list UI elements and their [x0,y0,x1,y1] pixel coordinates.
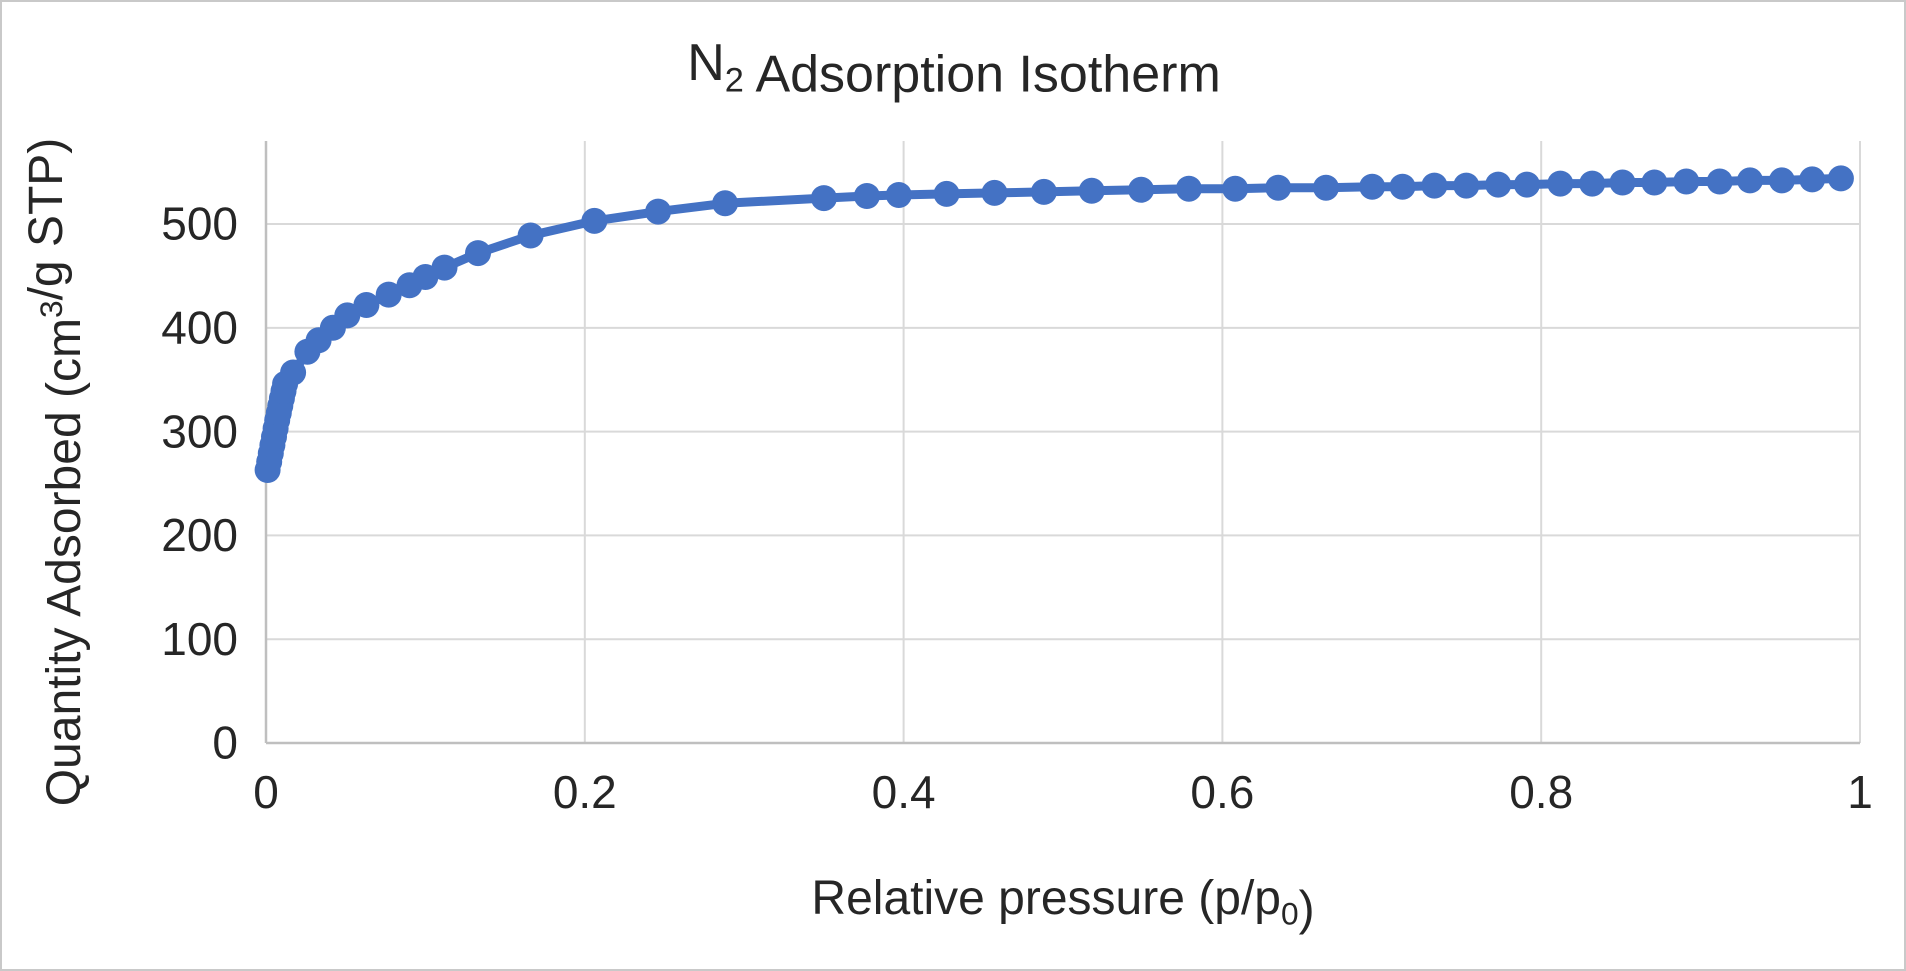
data-point [885,182,912,208]
chart-title: N2 Adsorption Isotherm [687,34,1221,103]
x-axis-title: Relative pressure (p/p0) [811,872,1314,936]
y-tick-label: 300 [161,405,238,457]
x-tick-label: 0.4 [872,766,936,818]
data-point [1706,168,1733,195]
data-point [1421,172,1448,199]
data-point [1737,167,1763,194]
x-tick-label: 0.2 [553,766,617,818]
y-tick-label: 200 [161,509,238,561]
y-tick-label: 400 [161,301,238,353]
data-point [465,240,491,267]
data-point [1175,175,1202,202]
data-point [334,302,361,329]
data-point [1609,169,1636,196]
data-point [517,222,544,249]
data-point [853,183,880,209]
data-point [1389,173,1416,200]
data-point [1128,176,1155,203]
data-point [1513,171,1540,198]
x-tick-label: 0.8 [1509,766,1573,818]
data-point [810,185,837,212]
x-tick-label: 1 [1847,766,1873,818]
series-line [263,173,1846,475]
x-tick-label: 0.6 [1190,766,1254,818]
data-point [353,292,380,318]
y-tick-label: 0 [212,717,238,769]
data-point [280,359,307,386]
data-point [1641,169,1668,196]
y-tick-label: 100 [161,613,238,665]
data-point [1453,172,1480,199]
data-point [1547,170,1574,197]
data-point [1078,177,1105,204]
data-point [1265,174,1292,201]
y-tick-label: 500 [161,198,238,250]
data-point [431,254,458,281]
data-point [1579,170,1606,197]
data-point [1222,175,1249,202]
data-point [1827,165,1854,192]
data-point [933,180,960,207]
y-axis-title: Quantity Adsorbed (cm3/g STP) [20,138,91,807]
data-point [712,190,739,217]
data-point [1673,168,1700,195]
data-point [1313,174,1339,201]
data-point [1030,178,1057,205]
x-tick-label: 0 [253,766,279,818]
data-point [1799,166,1826,193]
data-point [981,179,1008,206]
data-point [1485,171,1512,198]
data-point [1359,173,1386,200]
data-point [581,207,608,234]
data-point [1768,167,1795,194]
data-point [645,198,672,225]
data-point [375,281,402,308]
